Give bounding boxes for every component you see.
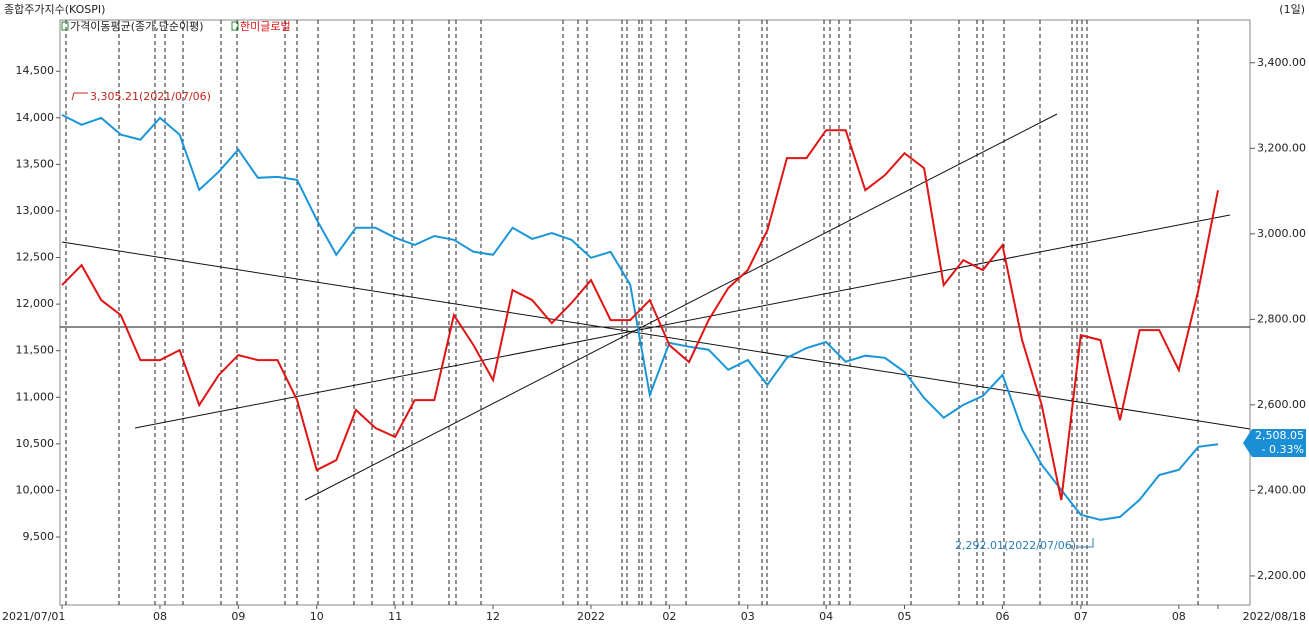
annotation: 2,292.01(2022/07/06): [955, 539, 1076, 552]
y-tick-label: 10,500: [16, 437, 55, 450]
legend-marker: [231, 21, 239, 31]
chart-title: 종합주가지수(KOSPI): [4, 3, 105, 16]
series-line: [61, 129, 1219, 501]
price-box: [1243, 429, 1306, 457]
annotation: 3,305.21(2021/07/06): [90, 90, 211, 103]
legend-label: 한미글로벌: [240, 20, 291, 33]
y2-tick-label: 3,400.00: [1257, 56, 1306, 69]
y2-tick-label: 2,600.00: [1257, 398, 1306, 411]
x-tick-label: 2022/08/18: [1243, 610, 1306, 623]
y-tick-label: 11,500: [16, 344, 55, 357]
legend-label: 가격이동평균(종가,단순이평): [70, 20, 204, 33]
annotation-arrow: [71, 92, 88, 101]
y-tick-label: 9,500: [23, 530, 55, 543]
change-label: - 0.33%: [1262, 443, 1304, 456]
x-tick-label: 08: [1172, 610, 1186, 623]
y2-tick-label: 3,000.00: [1257, 227, 1306, 240]
x-tick-label: 02: [662, 610, 676, 623]
x-tick-label: 10: [310, 610, 324, 623]
y-tick-label: 14,000: [16, 111, 55, 124]
y2-tick-label: 2,400.00: [1257, 483, 1306, 496]
y-tick-label: 11,000: [16, 390, 55, 403]
annotation-arrow: [1078, 538, 1094, 548]
x-tick-label: 05: [898, 610, 912, 623]
x-tick-label: 2022: [577, 610, 605, 623]
legend-marker: [61, 21, 69, 31]
x-tick-label: 03: [741, 610, 755, 623]
trend-line: [61, 241, 1251, 430]
y2-tick-label: 2,800.00: [1257, 312, 1306, 325]
x-tick-label: 12: [486, 610, 500, 623]
y2-tick-label: 3,200.00: [1257, 141, 1306, 154]
x-tick-label: 08: [153, 610, 167, 623]
trend-line: [304, 113, 1058, 501]
y-tick-label: 12,000: [16, 297, 55, 310]
y-tick-label: 12,500: [16, 251, 55, 264]
x-tick-label: 09: [231, 610, 245, 623]
y2-tick-label: 2,200.00: [1257, 569, 1306, 582]
period-label: (1일): [1279, 2, 1305, 16]
x-tick-label: 07: [1074, 610, 1088, 623]
trend-lines: [60, 113, 1251, 501]
x-tick-label: 04: [819, 610, 833, 623]
trend-line: [134, 214, 1231, 429]
y-tick-label: 13,000: [16, 204, 55, 217]
x-tick-label: 2021/07/01: [2, 610, 65, 623]
price-label: 2,508.05: [1255, 429, 1304, 442]
series-line: [61, 114, 1219, 521]
x-tick-label: 06: [995, 610, 1009, 623]
y-tick-label: 14,500: [16, 64, 55, 77]
y-tick-label: 13,500: [16, 157, 55, 170]
y-tick-label: 10,000: [16, 483, 55, 496]
x-tick-label: 11: [388, 610, 402, 623]
